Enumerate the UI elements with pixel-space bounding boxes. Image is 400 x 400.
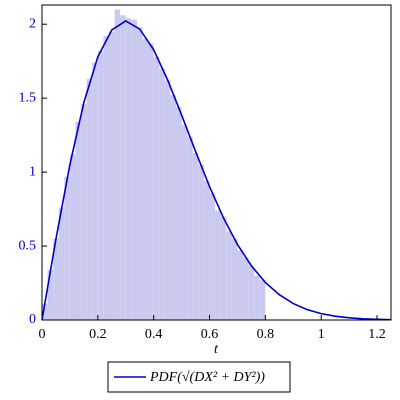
histogram-bar <box>192 152 199 320</box>
histogram-bar <box>131 19 137 321</box>
histogram-bar <box>203 180 210 320</box>
x-tick-label: 0 <box>39 327 46 342</box>
histogram-bar <box>237 250 244 320</box>
histogram-bar <box>248 265 255 320</box>
histogram-bar <box>254 275 260 320</box>
x-tick-label: 1 <box>318 327 325 342</box>
histogram-bar <box>243 257 249 320</box>
histogram-bar <box>109 31 115 320</box>
histogram-bar <box>181 124 188 321</box>
histogram-bar <box>259 280 266 320</box>
histogram-bar <box>103 36 110 321</box>
histogram-bar <box>58 207 65 320</box>
histogram-bar <box>215 210 221 320</box>
y-tick-label: 0 <box>29 312 36 327</box>
histogram-bar <box>136 27 143 320</box>
histogram-bar <box>53 238 59 320</box>
histogram-bar <box>220 216 227 320</box>
histogram-bar <box>148 43 154 320</box>
histogram-bar <box>164 80 171 320</box>
histogram-bar <box>64 176 70 320</box>
x-tick-label: 0.4 <box>145 327 163 342</box>
y-tick-label: 2 <box>29 16 36 31</box>
histogram-bar <box>187 136 193 320</box>
histogram-bar <box>86 78 93 320</box>
x-tick-label: 0.6 <box>201 327 219 342</box>
x-tick-label: 1.2 <box>368 327 386 342</box>
histogram-bar <box>120 15 126 321</box>
histogram-bar <box>42 303 48 320</box>
x-tick-label: 0.8 <box>257 327 275 342</box>
histogram-bar <box>170 95 177 320</box>
histogram-bar <box>125 18 132 321</box>
histogram-bar <box>231 238 238 320</box>
histogram-bar <box>159 68 165 320</box>
histogram-bar <box>198 164 204 320</box>
histogram-bar <box>153 56 160 321</box>
plot-frame <box>41 4 392 321</box>
y-tick-label: 1 <box>29 164 36 179</box>
histogram-bar <box>142 39 149 320</box>
histogram-bar <box>226 231 232 320</box>
histogram-bar <box>47 269 54 320</box>
y-tick-label: 1.5 <box>19 90 37 105</box>
histogram-bar <box>114 9 121 321</box>
x-tick-label: 0.2 <box>89 327 107 342</box>
x-axis-label: t <box>214 342 219 357</box>
histogram-bar <box>97 50 104 321</box>
histogram-bar <box>92 62 98 320</box>
pdf-line <box>41 20 392 321</box>
histogram-bar <box>176 107 182 320</box>
y-tick-label: 0.5 <box>19 238 37 253</box>
histogram-bar <box>209 192 216 320</box>
histogram-bar <box>69 154 76 320</box>
legend-label: PDF(√(DX² + DY²)) <box>149 370 265 385</box>
histogram-bar <box>81 104 87 321</box>
histogram-bar <box>75 121 82 320</box>
